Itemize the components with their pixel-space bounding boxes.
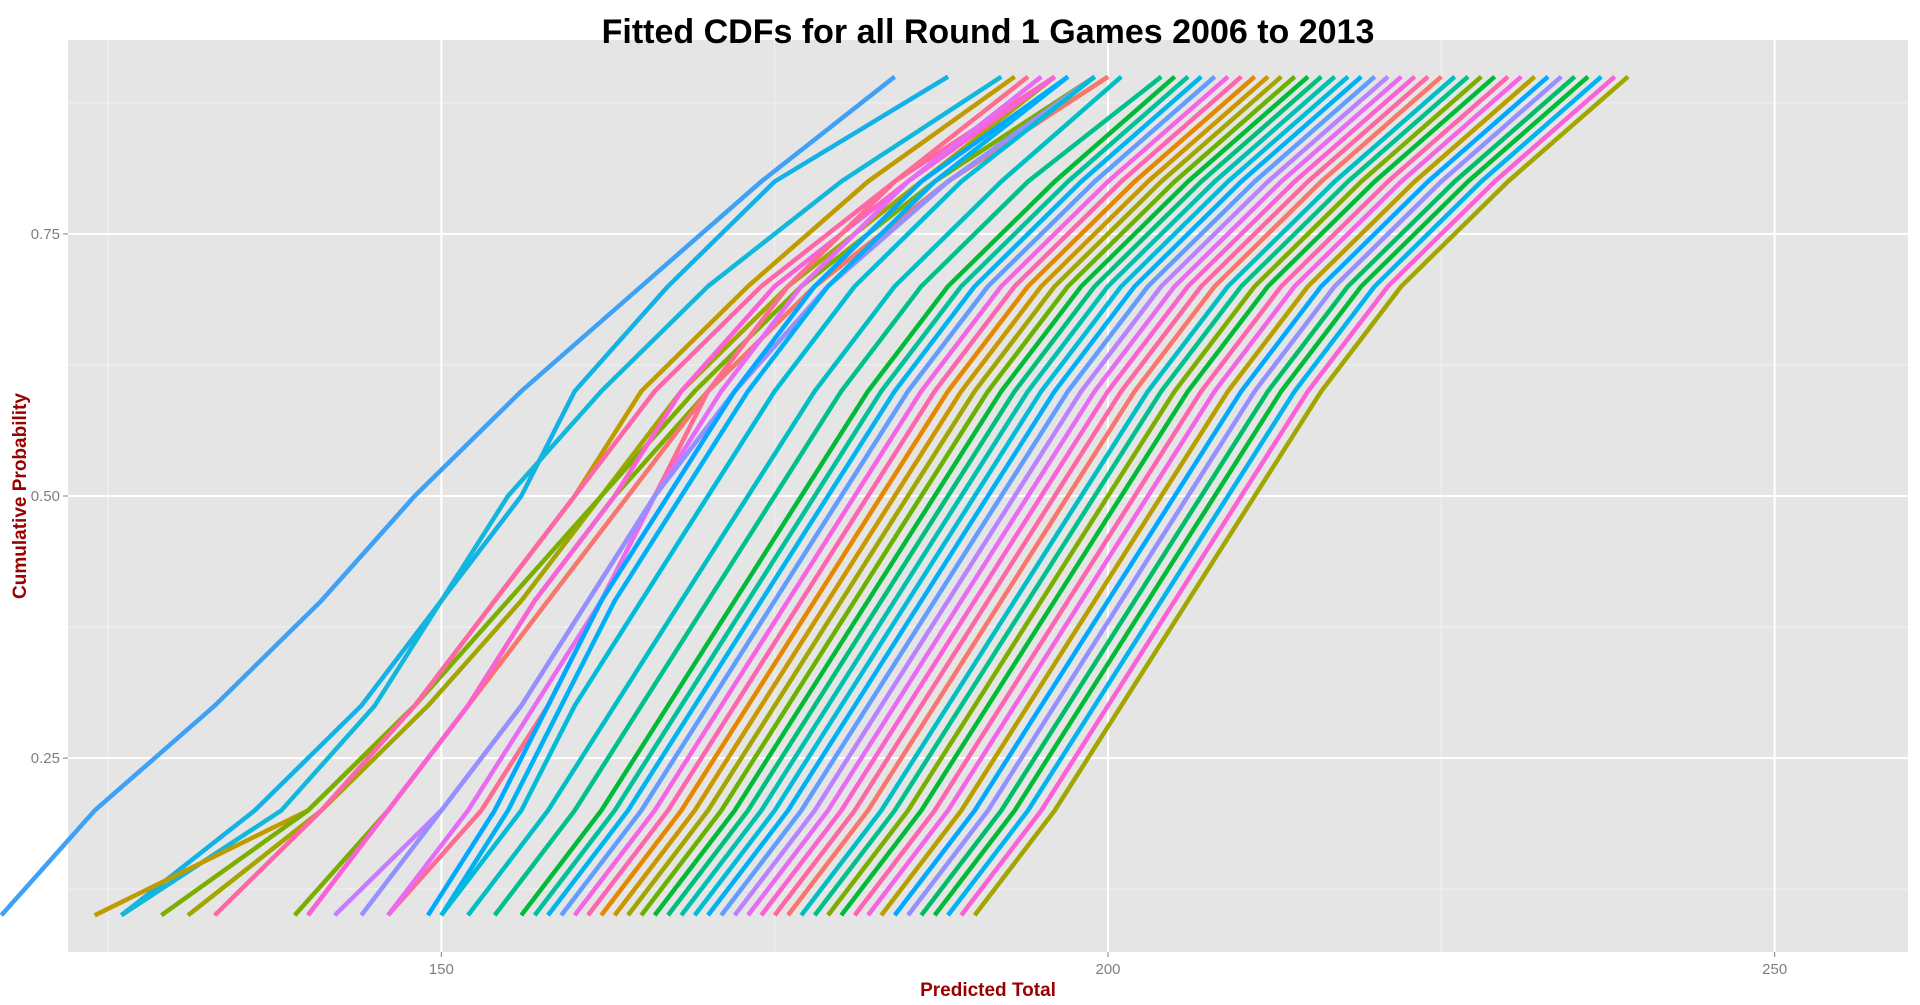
series-line (852, 75, 1510, 917)
chart-title: Fitted CDFs for all Round 1 Games 2006 t… (602, 13, 1375, 51)
x-tick-label: 150 (429, 961, 454, 978)
series-line (159, 74, 1096, 918)
series-line (306, 74, 1057, 917)
series-line (426, 74, 1070, 917)
x-tick-label: 250 (1762, 961, 1787, 978)
series-line (119, 74, 950, 918)
series-line (532, 75, 1190, 917)
series-line (359, 74, 1097, 917)
series-line (586, 75, 1243, 917)
series-line (466, 75, 1123, 917)
series-line (732, 75, 1390, 917)
series-line (612, 75, 1270, 917)
series-line (572, 75, 1230, 917)
series-line (599, 75, 1257, 917)
x-axis-label: Predicted Total (920, 980, 1056, 1001)
series-line (959, 75, 1617, 917)
series-line (812, 75, 1470, 917)
series-lines (0, 74, 1630, 918)
series-line (746, 75, 1403, 917)
x-tick-label: 200 (1095, 961, 1120, 978)
series-line (439, 74, 1097, 917)
series-line (559, 75, 1217, 917)
series-line (679, 75, 1337, 917)
series-line (839, 75, 1497, 917)
series-line (692, 75, 1350, 917)
series-line (666, 75, 1323, 917)
series-line (972, 75, 1630, 917)
series-line (519, 75, 1177, 917)
series-line (866, 75, 1523, 917)
series-line (932, 75, 1590, 917)
y-tick-label: 0.50 (31, 488, 60, 505)
x-axis-ticks: 150 200 250 (429, 952, 1787, 978)
series-line (0, 74, 897, 917)
y-axis-ticks: 0.25 0.50 0.75 (31, 226, 68, 767)
series-line (492, 74, 1163, 917)
series-line (719, 75, 1377, 917)
series-line (799, 75, 1457, 917)
series-line (826, 75, 1483, 917)
series-line (919, 75, 1577, 917)
y-tick-label: 0.25 (31, 750, 60, 767)
series-line (906, 75, 1563, 917)
series-line (652, 75, 1310, 917)
series-line (706, 75, 1363, 917)
series-line (786, 75, 1443, 917)
series-line (546, 75, 1203, 917)
y-tick-label: 0.75 (31, 226, 60, 243)
series-line (626, 75, 1283, 917)
series-line (772, 75, 1430, 917)
series-line (946, 75, 1603, 917)
series-line (439, 74, 1070, 917)
series-line (879, 75, 1537, 917)
y-axis-label: Cumulative Probability (10, 393, 31, 599)
series-line (120, 74, 1003, 918)
series-line (639, 75, 1297, 917)
series-line (213, 74, 1056, 917)
series-line (892, 75, 1550, 917)
series-line (759, 75, 1417, 917)
